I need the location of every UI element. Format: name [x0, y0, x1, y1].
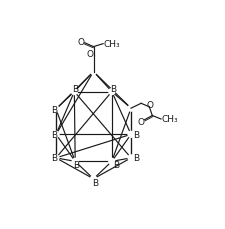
- Text: O: O: [78, 38, 85, 47]
- Circle shape: [109, 159, 115, 165]
- Circle shape: [53, 107, 59, 112]
- Circle shape: [109, 89, 115, 95]
- Circle shape: [53, 155, 59, 161]
- Circle shape: [53, 132, 59, 138]
- Text: CH₃: CH₃: [162, 115, 178, 124]
- Text: B: B: [51, 105, 57, 114]
- Text: O: O: [87, 50, 94, 59]
- Text: B: B: [92, 178, 98, 187]
- Circle shape: [128, 132, 134, 138]
- Text: B: B: [113, 161, 119, 170]
- Text: B: B: [133, 154, 139, 163]
- Text: B: B: [51, 130, 57, 139]
- Circle shape: [90, 176, 97, 182]
- Text: B: B: [73, 85, 79, 94]
- Circle shape: [128, 155, 134, 161]
- Circle shape: [90, 69, 97, 75]
- Circle shape: [71, 89, 77, 95]
- Text: B: B: [133, 130, 139, 139]
- Text: O: O: [147, 100, 154, 109]
- Circle shape: [128, 106, 134, 112]
- Text: B: B: [110, 85, 116, 94]
- Circle shape: [72, 159, 78, 165]
- Text: B: B: [73, 161, 80, 170]
- Text: O: O: [138, 117, 145, 126]
- Text: B: B: [51, 154, 57, 163]
- Text: CH₃: CH₃: [104, 39, 120, 48]
